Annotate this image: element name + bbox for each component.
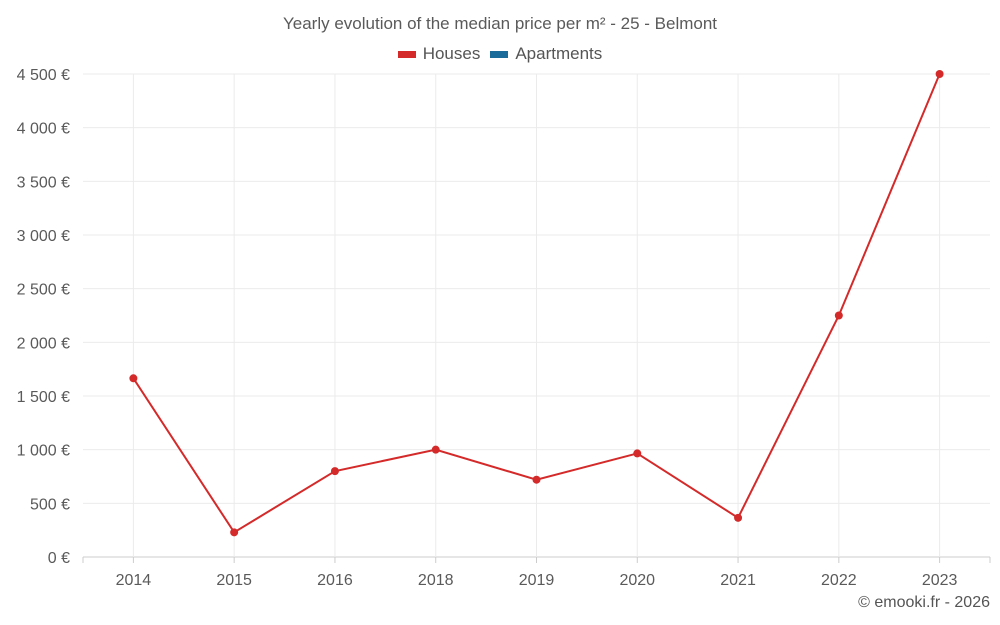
y-tick-label: 4 000 € [17, 121, 70, 138]
y-tick-label: 0 € [48, 550, 70, 567]
y-tick-label: 3 000 € [17, 228, 70, 245]
x-tick-label: 2022 [821, 572, 857, 589]
x-tick-label: 2023 [922, 572, 958, 589]
y-tick-label: 1 000 € [17, 443, 70, 460]
chart-title: Yearly evolution of the median price per… [282, 14, 718, 33]
data-point-houses[interactable] [734, 513, 743, 522]
grid [83, 73, 990, 558]
x-tick-label: 2014 [116, 572, 152, 589]
x-tick-label: 2019 [519, 572, 555, 589]
data-point-houses[interactable] [330, 467, 339, 476]
y-tick-label: 500 € [30, 496, 70, 513]
credit: © emooki.fr - 2026 [858, 594, 990, 611]
legend-item-apartments[interactable]: Apartments [490, 44, 602, 64]
x-tick-label: 2016 [317, 572, 353, 589]
series-houses [129, 70, 944, 537]
legend-swatch-houses [397, 50, 416, 58]
data-point-houses[interactable] [935, 70, 944, 78]
legend-item-houses[interactable]: Houses [397, 44, 481, 64]
data-point-houses[interactable] [230, 528, 239, 537]
y-axis: 0 € 500 € 1 000 € 1 500 € 2 000 € 2 500 € 3 00… [17, 67, 70, 567]
legend-label-houses: Houses [422, 44, 481, 63]
data-point-houses[interactable] [834, 311, 843, 320]
data-point-houses[interactable] [129, 374, 138, 383]
x-tick-label: 2015 [216, 572, 252, 589]
data-point-houses[interactable] [431, 445, 440, 454]
y-tick-label: 4 500 € [17, 67, 70, 84]
y-tick-label: 3 500 € [17, 174, 70, 191]
y-tick-label: 2 000 € [17, 335, 70, 352]
x-tick-label: 2020 [619, 572, 655, 589]
x-tick-label: 2018 [418, 572, 454, 589]
y-tick-label: 1 500 € [17, 389, 70, 406]
data-point-houses[interactable] [633, 449, 642, 458]
x-axis: 2014 2015 2016 2018 2019 2020 2021 2022 2023 [82, 557, 991, 589]
legend-label-apartments: Apartments [515, 44, 603, 63]
x-tick-label: 2021 [720, 572, 756, 589]
legend-swatch-apartments [490, 50, 509, 58]
y-tick-label: 2 500 € [17, 282, 70, 299]
data-point-houses[interactable] [532, 475, 541, 484]
legend: Houses Apartments [0, 44, 1000, 64]
